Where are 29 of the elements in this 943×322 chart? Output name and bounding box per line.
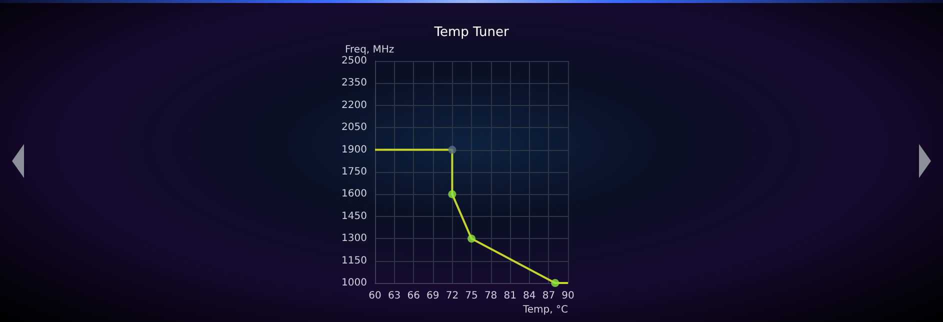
y-tick-label: 1150 (342, 255, 367, 266)
x-tick-label: 63 (388, 290, 401, 302)
point (468, 234, 476, 243)
chart-title: Temp Tuner (433, 25, 510, 40)
x-tick-label: 60 (368, 290, 382, 302)
y-tick-label: 1300 (342, 233, 367, 244)
x-tick-label: 87 (542, 290, 556, 302)
y-tick-label: 2200 (342, 100, 367, 111)
y-tick-label: 1900 (342, 144, 367, 156)
point (448, 146, 456, 154)
y-tick-label: 1750 (342, 166, 367, 178)
point (551, 279, 560, 287)
y-tick-label: 1000 (342, 278, 367, 288)
y-tick-label: 1450 (342, 210, 367, 222)
y-tick-label: 2350 (342, 78, 367, 89)
y-tick-label: 2500 (342, 56, 367, 66)
x-tick-label: 84 (523, 290, 536, 302)
y-tick-label: 2050 (342, 122, 367, 134)
x-tick-label: 72 (446, 290, 459, 302)
x-tick-label: 81 (504, 290, 516, 302)
x-tick-label: 90 (562, 290, 574, 302)
y-axis-title: Freq, MHz (345, 44, 394, 56)
y-tick-label: 1600 (342, 188, 367, 200)
x-tick-label: 75 (465, 290, 478, 302)
x-tick-label: 69 (426, 290, 440, 302)
x-axis-title: Temp, °C (522, 304, 568, 316)
x-tick-label: 78 (484, 290, 498, 302)
point (448, 190, 456, 198)
x-tick-label: 66 (407, 290, 420, 302)
